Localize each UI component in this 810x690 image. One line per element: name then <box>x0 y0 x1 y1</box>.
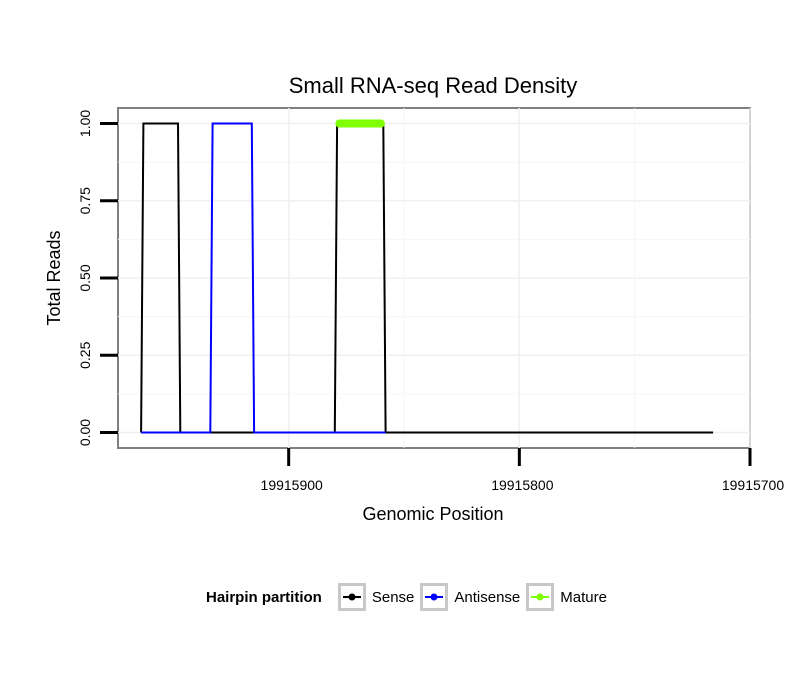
x-axis: 19915900 19915800 19915700 <box>261 448 785 493</box>
legend-item-antisense: Antisense <box>420 583 520 611</box>
x-tick-label: 19915700 <box>722 477 785 493</box>
y-axis-label: Total Reads <box>44 230 64 325</box>
grid-lines <box>118 108 751 448</box>
legend-key-antisense <box>420 583 449 611</box>
series-line-antisense <box>141 122 386 434</box>
y-tick-label: 0.25 <box>77 341 93 368</box>
legend-key-sense <box>337 583 366 611</box>
y-tick-label: 0.75 <box>77 187 93 214</box>
y-axis: 0.00 0.25 0.50 0.75 1.00 <box>77 110 118 446</box>
legend-label: Mature <box>560 588 607 606</box>
x-axis-label: Genomic Position <box>362 504 503 524</box>
legend-title: Hairpin partition <box>206 588 322 606</box>
legend: Hairpin partition Sense Antisense Mature <box>206 580 613 614</box>
y-tick-label: 1.00 <box>77 110 93 137</box>
legend-label: Antisense <box>454 588 521 606</box>
chart-title: Small RNA-seq Read Density <box>289 73 578 98</box>
y-tick-label: 0.50 <box>77 264 93 291</box>
series-layer <box>140 119 714 434</box>
x-tick-label: 19915900 <box>261 477 324 493</box>
y-tick-label: 0.00 <box>77 419 93 446</box>
legend-key-mature <box>526 583 555 611</box>
legend-label: Sense <box>371 588 415 606</box>
x-tick-label: 19915800 <box>491 477 554 493</box>
legend-item-sense: Sense <box>337 583 415 611</box>
legend-item-mature: Mature <box>526 583 607 611</box>
